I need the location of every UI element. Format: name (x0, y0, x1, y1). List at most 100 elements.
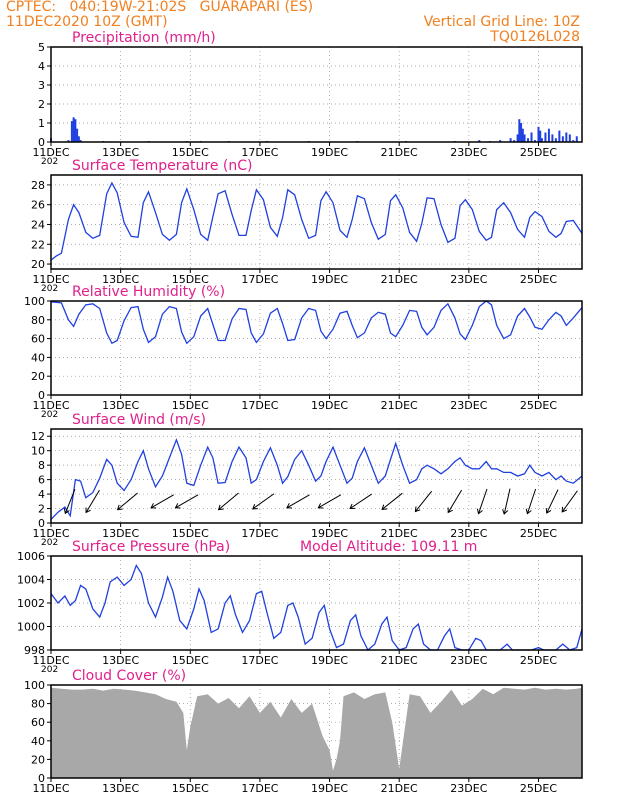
temperature-xtick-label: 15DEC (172, 273, 209, 286)
wind-arrow-head (545, 508, 552, 514)
humidity-xtick-label: 13DEC (102, 399, 139, 412)
humidity-xtick-label: 19DEC (311, 399, 348, 412)
precip-bar (77, 136, 80, 142)
wind-xtick-label: 13DEC (102, 527, 139, 540)
wind-xtick-label: 11DEC (32, 527, 69, 540)
pressure-xtick-label: 13DEC (102, 654, 139, 667)
precipitation-title: Precipitation (mm/h) (72, 30, 216, 46)
precip-bar (554, 138, 557, 142)
precip-bar (539, 130, 542, 142)
wind-frame (50, 428, 583, 524)
pressure-xtick-label: 11DEC (32, 654, 69, 667)
cloud-cover-xtick-label: 13DEC (102, 782, 139, 795)
precip-bar (76, 128, 79, 142)
temperature-ytick-label: 24 (31, 218, 45, 231)
wind-arrow (478, 488, 488, 514)
precipitation-ytick-label: 4 (38, 60, 45, 73)
precipitation-ytick-label: 1 (38, 117, 45, 130)
cloud-cover-frame (50, 684, 583, 779)
precip-bar (537, 126, 540, 142)
precip-bar (513, 140, 516, 142)
pressure-ytick-label: 1006 (17, 550, 45, 563)
temperature-ytick-label: 26 (31, 199, 45, 212)
wind-xtick-label: 23DEC (450, 527, 487, 540)
precip-bar (70, 121, 73, 142)
precip-bar (523, 134, 526, 142)
precip-bar (509, 138, 512, 142)
wind-arrow (503, 488, 511, 515)
cloud-cover-ytick-label: 20 (31, 753, 45, 766)
wind-arrow (286, 494, 310, 509)
humidity-ytick-label: 100 (24, 295, 45, 308)
wind-arrow (150, 494, 174, 509)
precip-bar (72, 117, 75, 142)
wind-ytick-label: 4 (38, 488, 45, 501)
wind-arrow-head (252, 504, 258, 510)
precip-bar (520, 123, 523, 142)
precipitation-xtick-label: 19DEC (311, 146, 348, 159)
cloud-cover-ytick-label: 0 (38, 772, 45, 785)
wind-arrow-head (217, 504, 224, 511)
cloud-cover-xtick-label: 21DEC (381, 782, 418, 795)
wind-arrow-head (525, 508, 532, 515)
precip-bar (540, 138, 543, 142)
pressure-xtick-label: 17DEC (241, 654, 278, 667)
wind-series-line (50, 437, 583, 520)
precip-bar (565, 132, 568, 142)
temperature-xtick-label: 23DEC (450, 273, 487, 286)
pressure-xtick-label: 25DEC (520, 654, 557, 667)
precipitation-year-stub: 202 (41, 157, 58, 167)
precip-bar (478, 140, 481, 142)
header-model-code: TQ0126L028 (490, 29, 580, 45)
humidity-xtick-label: 17DEC (241, 399, 278, 412)
cloud-cover-xtick-label: 25DEC (520, 782, 557, 795)
humidity-xtick-label: 23DEC (450, 399, 487, 412)
humidity-ytick-label: 60 (31, 333, 45, 346)
pressure-annotation: Model Altitude: 109.11 m (300, 539, 477, 555)
humidity-title: Relative Humidity (%) (72, 284, 225, 300)
humidity-xtick-label: 25DEC (520, 399, 557, 412)
wind-arrow-head (381, 504, 388, 510)
wind-ytick-label: 12 (31, 430, 45, 443)
pressure-series-line (50, 563, 583, 652)
wind-ytick-label: 6 (38, 474, 45, 487)
wind-arrow-head (447, 507, 453, 514)
cloud-cover-xtick-label: 19DEC (311, 782, 348, 795)
temperature-xtick-label: 19DEC (311, 273, 348, 286)
wind-title: Surface Wind (m/s) (72, 412, 206, 428)
humidity-ytick-label: 40 (31, 351, 45, 364)
wind-arrow-head (63, 508, 70, 515)
wind-xtick-label: 21DEC (381, 527, 418, 540)
precip-bar (518, 119, 521, 142)
cloud-cover-ytick-label: 80 (31, 698, 45, 711)
header-station: CPTEC: 040:19W-21:02S GUARAPARI (ES) (6, 0, 314, 15)
pressure-year-stub: 202 (41, 665, 58, 675)
precip-bar (499, 140, 502, 142)
wind-xtick-label: 19DEC (311, 527, 348, 540)
precip-bar (561, 136, 564, 142)
pressure-ytick-label: 1002 (17, 597, 45, 610)
humidity-xtick-label: 21DEC (381, 399, 418, 412)
temperature-series-line (50, 181, 583, 261)
pressure-title: Surface Pressure (hPa) (72, 539, 230, 555)
wind-arrow (117, 492, 138, 511)
humidity-series-line (50, 300, 583, 345)
wind-year-stub: 202 (41, 538, 58, 548)
precip-bar (79, 140, 82, 142)
wind-arrow (349, 493, 372, 509)
precipitation-xtick-label: 21DEC (381, 146, 418, 159)
humidity-ytick-label: 0 (38, 389, 45, 402)
pressure-ytick-label: 998 (24, 644, 45, 657)
pressure-xtick-label: 19DEC (311, 654, 348, 667)
wind-ytick-label: 8 (38, 459, 45, 472)
precip-bar (568, 134, 571, 142)
wind-arrow (526, 488, 537, 514)
precip-bar (575, 136, 578, 142)
precipitation-ytick-label: 0 (38, 136, 45, 149)
wind-arrow-head (150, 503, 157, 509)
temperature-title: Surface Temperature (nC) (72, 158, 253, 174)
wind-arrow (447, 489, 463, 513)
cloud-cover-xtick-label: 11DEC (32, 782, 69, 795)
cloud-cover-xtick-label: 17DEC (241, 782, 278, 795)
pressure-frame (50, 555, 583, 651)
